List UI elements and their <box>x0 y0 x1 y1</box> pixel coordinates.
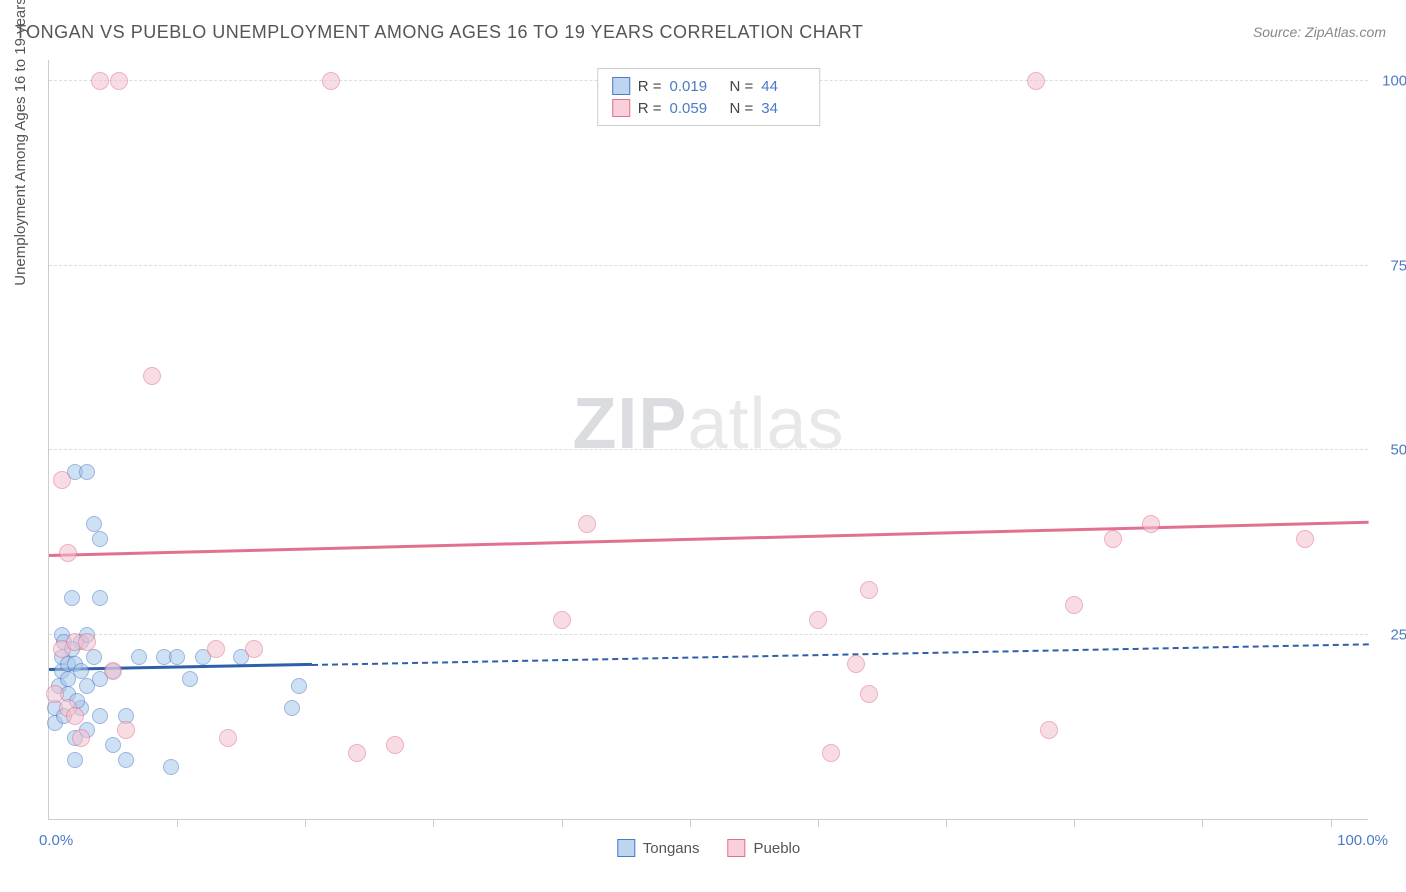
data-point-tongans <box>92 590 108 606</box>
n-value-tongans: 44 <box>761 78 805 95</box>
x-tick <box>1074 819 1075 827</box>
data-point-pueblo <box>46 685 64 703</box>
n-label: N = <box>730 78 754 95</box>
x-tick <box>562 819 563 827</box>
data-point-pueblo <box>110 72 128 90</box>
data-point-pueblo <box>348 744 366 762</box>
data-point-tongans <box>118 752 134 768</box>
gridline <box>49 634 1368 635</box>
data-point-tongans <box>163 759 179 775</box>
data-point-pueblo <box>59 544 77 562</box>
trendline-pueblo <box>49 521 1369 557</box>
data-point-pueblo <box>1296 530 1314 548</box>
data-point-tongans <box>284 700 300 716</box>
data-point-pueblo <box>219 729 237 747</box>
data-point-tongans <box>131 649 147 665</box>
data-point-pueblo <box>322 72 340 90</box>
source-attribution: Source: ZipAtlas.com <box>1253 24 1386 40</box>
data-point-pueblo <box>860 685 878 703</box>
data-point-pueblo <box>1142 515 1160 533</box>
legend-item-pueblo: Pueblo <box>728 839 801 857</box>
y-tick-label: 75.0% <box>1390 257 1406 274</box>
swatch-pueblo <box>728 839 746 857</box>
data-point-pueblo <box>104 662 122 680</box>
data-point-pueblo <box>117 721 135 739</box>
gridline <box>49 449 1368 450</box>
data-point-pueblo <box>553 611 571 629</box>
gridline <box>49 265 1368 266</box>
data-point-tongans <box>86 516 102 532</box>
watermark: ZIPatlas <box>572 383 844 465</box>
swatch-pueblo <box>612 99 630 117</box>
data-point-pueblo <box>578 515 596 533</box>
data-point-pueblo <box>1104 530 1122 548</box>
r-label: R = <box>638 100 662 117</box>
x-tick <box>690 819 691 827</box>
data-point-pueblo <box>91 72 109 90</box>
y-tick-label: 25.0% <box>1390 626 1406 643</box>
data-point-pueblo <box>847 655 865 673</box>
n-label: N = <box>730 100 754 117</box>
data-point-pueblo <box>207 640 225 658</box>
data-point-tongans <box>79 464 95 480</box>
swatch-tongans <box>612 77 630 95</box>
legend-item-tongans: Tongans <box>617 839 700 857</box>
y-tick-label: 50.0% <box>1390 442 1406 459</box>
legend-row-pueblo: R = 0.059 N = 34 <box>612 97 806 119</box>
data-point-tongans <box>169 649 185 665</box>
watermark-bold: ZIP <box>572 384 687 464</box>
y-axis-title: Unemployment Among Ages 16 to 19 years <box>12 0 29 286</box>
data-point-pueblo <box>809 611 827 629</box>
swatch-tongans <box>617 839 635 857</box>
chart-title: TONGAN VS PUEBLO UNEMPLOYMENT AMONG AGES… <box>15 22 863 43</box>
data-point-pueblo <box>1065 596 1083 614</box>
data-point-tongans <box>92 708 108 724</box>
x-axis-max-label: 100.0% <box>1337 832 1388 849</box>
data-point-pueblo <box>386 736 404 754</box>
r-value-pueblo: 0.059 <box>670 100 714 117</box>
r-label: R = <box>638 78 662 95</box>
x-tick <box>946 819 947 827</box>
x-tick <box>433 819 434 827</box>
data-point-pueblo <box>1027 72 1045 90</box>
correlation-legend: R = 0.019 N = 44 R = 0.059 N = 34 <box>597 68 821 126</box>
data-point-tongans <box>73 663 89 679</box>
data-point-pueblo <box>78 633 96 651</box>
n-value-pueblo: 34 <box>761 100 805 117</box>
r-value-tongans: 0.019 <box>670 78 714 95</box>
x-axis-min-label: 0.0% <box>39 832 73 849</box>
legend-label-tongans: Tongans <box>643 840 700 857</box>
data-point-pueblo <box>53 471 71 489</box>
data-point-pueblo <box>72 729 90 747</box>
x-tick <box>305 819 306 827</box>
data-point-tongans <box>67 752 83 768</box>
x-tick <box>177 819 178 827</box>
x-tick <box>1202 819 1203 827</box>
x-tick <box>818 819 819 827</box>
data-point-pueblo <box>822 744 840 762</box>
scatter-chart: ZIPatlas R = 0.019 N = 44 R = 0.059 N = … <box>48 60 1368 820</box>
y-tick-label: 100.0% <box>1382 73 1406 90</box>
data-point-tongans <box>92 531 108 547</box>
data-point-pueblo <box>245 640 263 658</box>
legend-label-pueblo: Pueblo <box>754 840 801 857</box>
data-point-tongans <box>291 678 307 694</box>
legend-row-tongans: R = 0.019 N = 44 <box>612 75 806 97</box>
data-point-tongans <box>105 737 121 753</box>
data-point-tongans <box>64 590 80 606</box>
series-legend: Tongans Pueblo <box>617 839 800 857</box>
watermark-light: atlas <box>687 384 844 464</box>
x-tick <box>1331 819 1332 827</box>
data-point-pueblo <box>860 581 878 599</box>
data-point-pueblo <box>66 707 84 725</box>
data-point-tongans <box>86 649 102 665</box>
data-point-pueblo <box>1040 721 1058 739</box>
trendline-tongans-dashed <box>312 644 1369 667</box>
data-point-tongans <box>182 671 198 687</box>
data-point-pueblo <box>143 367 161 385</box>
